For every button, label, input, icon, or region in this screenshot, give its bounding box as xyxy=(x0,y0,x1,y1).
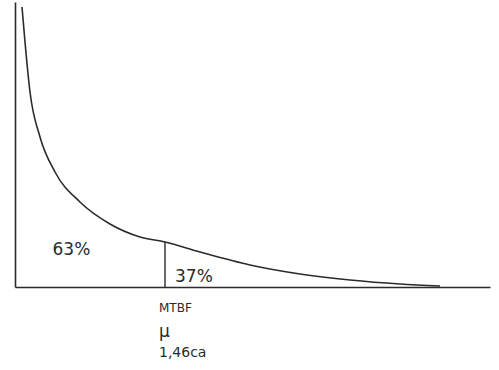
chart: 63% 37% MTBF μ 1,46ca xyxy=(0,0,499,370)
y-axis xyxy=(15,3,16,288)
mtbf-label: 1,46ca xyxy=(159,344,206,360)
x-axis xyxy=(16,287,491,288)
region-label: 63% xyxy=(53,239,91,259)
mtbf-label: μ xyxy=(159,321,170,341)
plot-area xyxy=(22,7,440,287)
region-label: 37% xyxy=(175,266,213,286)
axis-line xyxy=(16,287,491,289)
mtbf-line xyxy=(164,242,165,287)
mtbf-label: MTBF xyxy=(159,301,192,315)
density-curve xyxy=(22,7,440,286)
axis-line xyxy=(15,3,17,288)
